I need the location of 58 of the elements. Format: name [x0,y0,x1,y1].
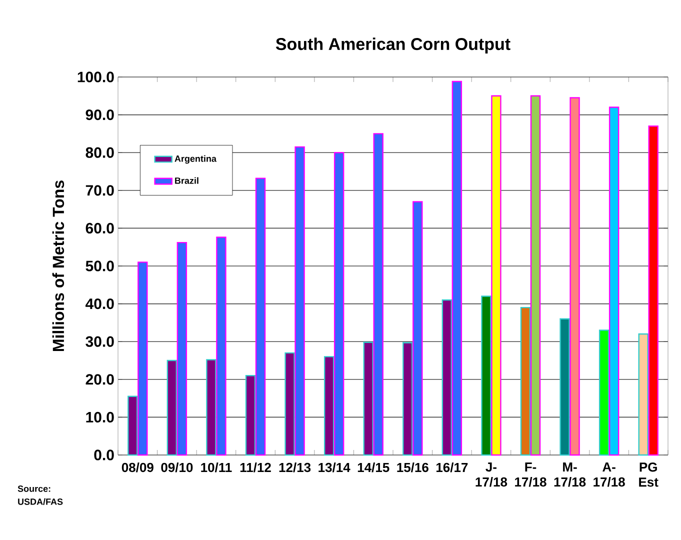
legend-label: Brazil [175,177,198,184]
x-tick-label: F- 17/18 [515,462,546,487]
y-tick-label: 20.0 [86,374,114,385]
bar [638,333,648,456]
y-tick-label: 0.0 [94,450,114,460]
bar [284,352,295,456]
bar [402,342,413,456]
bar [373,133,384,456]
x-tick-label: 14/15 [358,462,390,472]
legend-label: Argentina [174,155,217,164]
bar [530,95,541,456]
x-tick-label: M- 17/18 [554,462,586,487]
bar [452,80,462,456]
bar [324,356,334,456]
bar [560,318,570,456]
bar [648,126,658,456]
bar [138,262,148,456]
y-tick-label: 90.0 [86,109,114,120]
x-tick-label: 15/16 [397,462,428,472]
y-tick-label: 80.0 [86,147,114,158]
source-note: Source: USDA/FAS [18,486,63,505]
bar [216,236,226,456]
x-tick-label: 12/13 [279,462,311,472]
bar [491,95,502,456]
bar [412,201,423,456]
x-tick-label: 09/10 [161,462,193,472]
bar [334,152,344,456]
x-tick-label: 10/11 [201,462,232,472]
bar [520,306,531,456]
x-tick-label: J- 17/18 [476,462,508,487]
y-tick-label: 10.0 [86,412,114,422]
x-tick-label: 16/17 [436,462,468,472]
bar [206,359,216,456]
y-tick-label: 100.0 [78,72,114,82]
bar [245,375,256,456]
bar [570,97,580,456]
bar [176,242,188,456]
x-tick-label: A- 17/18 [594,462,625,487]
bar [442,299,452,456]
bar [294,146,305,456]
x-tick-label: 08/09 [122,462,154,472]
y-tick-label: 60.0 [86,222,114,234]
bar [128,396,138,456]
bar [608,106,620,456]
bar [481,296,492,456]
x-tick-label: 11/12 [240,462,271,472]
bar [166,360,178,456]
y-tick-label: 40.0 [85,298,114,310]
bar [598,330,610,456]
y-tick-label: 30.0 [86,336,114,347]
y-axis-title: Millions of Metric Tons [52,180,64,351]
y-tick-label: 50.0 [86,260,114,272]
x-tick-label: 13/14 [318,462,350,472]
bar [363,342,374,456]
chart-title: South American Corn Output [276,38,510,54]
y-tick-label: 70.0 [86,185,114,196]
x-tick-label: PG Est [639,462,658,487]
bar [255,178,266,456]
